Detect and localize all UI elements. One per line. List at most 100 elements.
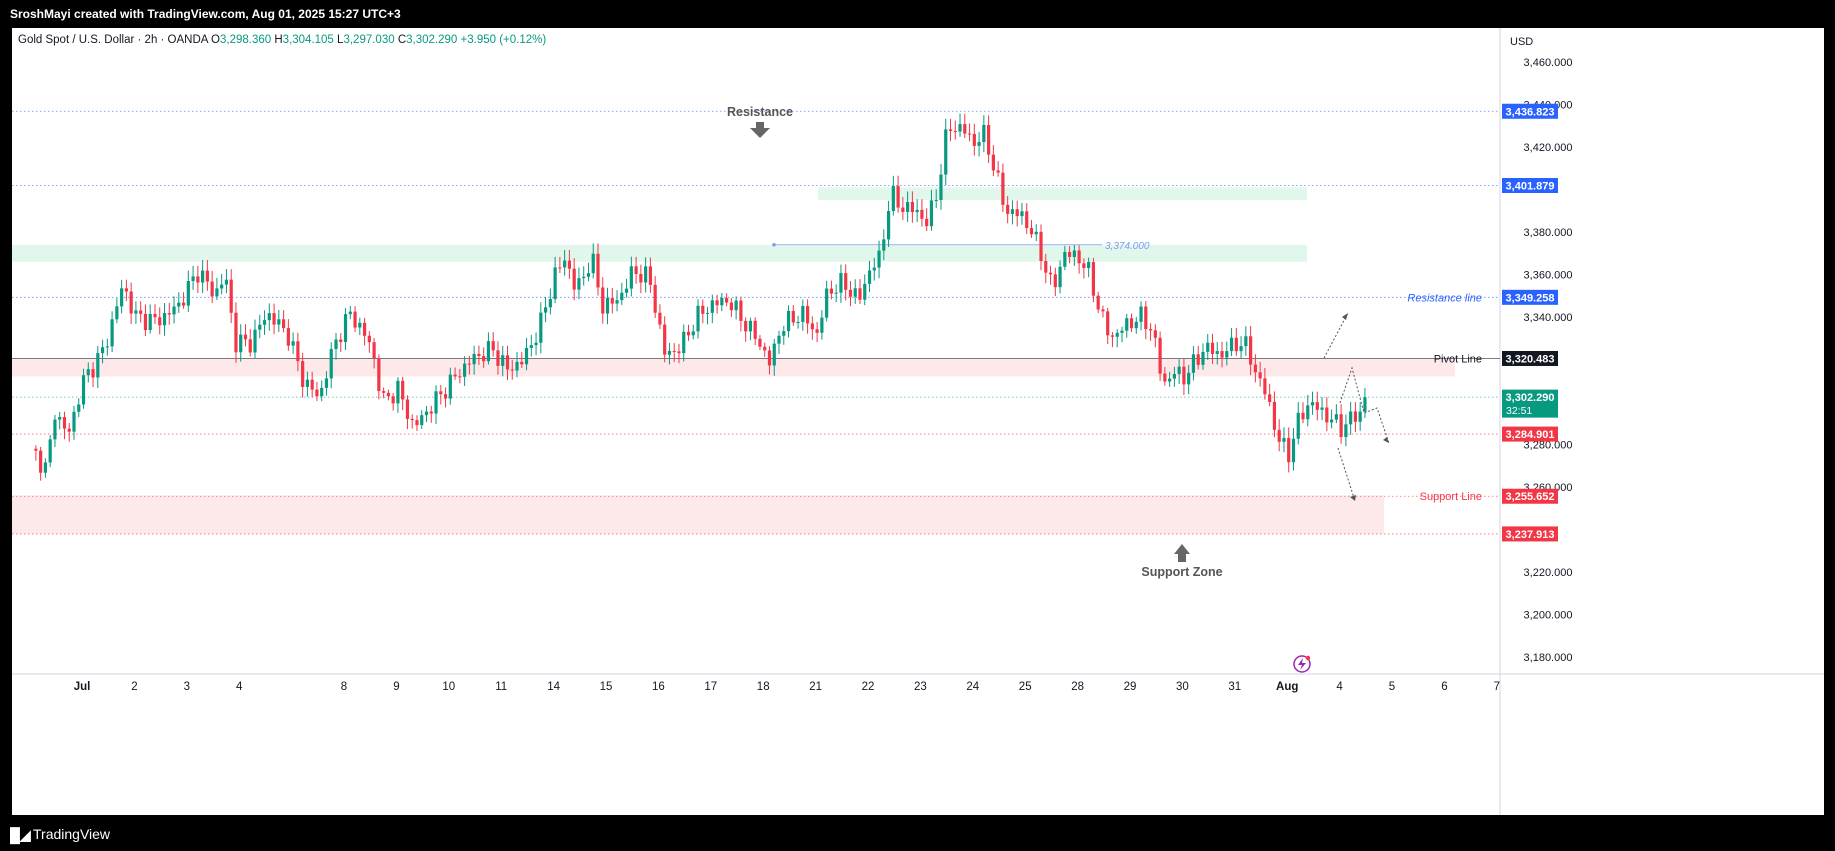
candle-body bbox=[963, 124, 967, 134]
candle-body bbox=[563, 260, 567, 268]
candle-body bbox=[377, 358, 381, 392]
candle-body bbox=[243, 334, 248, 340]
candle-body bbox=[729, 302, 733, 311]
candle-body bbox=[1320, 407, 1324, 410]
candle-body bbox=[586, 273, 591, 277]
candle-body bbox=[291, 341, 295, 346]
candle-body bbox=[910, 201, 914, 213]
candle-body bbox=[72, 411, 76, 432]
candle-body bbox=[348, 311, 352, 315]
candle-body bbox=[744, 320, 748, 332]
candle-body bbox=[901, 207, 905, 212]
candle-body bbox=[396, 380, 400, 404]
candle-body bbox=[181, 302, 186, 306]
candle-body bbox=[572, 268, 576, 290]
candle-body bbox=[1187, 372, 1191, 385]
candle-body bbox=[748, 320, 753, 332]
candle-body bbox=[891, 186, 895, 212]
candle-body bbox=[1129, 318, 1134, 329]
candle-body bbox=[1310, 402, 1315, 406]
candle-body bbox=[1249, 336, 1253, 365]
zone-red-3 bbox=[12, 495, 1384, 534]
candle-body bbox=[148, 313, 152, 331]
candle-body bbox=[1134, 321, 1138, 329]
candle-body bbox=[434, 391, 438, 414]
candle-body bbox=[529, 345, 533, 348]
candle-body bbox=[548, 299, 552, 308]
x-tick-label: 25 bbox=[1019, 681, 1032, 693]
candle-body bbox=[591, 253, 595, 274]
price-badge-1 bbox=[1502, 178, 1558, 194]
candle-body bbox=[1077, 250, 1081, 264]
candle-body bbox=[920, 209, 924, 219]
candle-body bbox=[1253, 364, 1257, 373]
candle-body bbox=[1115, 332, 1119, 337]
candle-body bbox=[877, 250, 881, 268]
zone-green-0 bbox=[12, 244, 1307, 262]
candle-body bbox=[1067, 251, 1072, 257]
projection-up-arrowhead bbox=[1342, 313, 1348, 320]
candle-body bbox=[791, 310, 795, 323]
candle-body bbox=[639, 273, 643, 283]
candle-body bbox=[362, 322, 367, 336]
candle-body bbox=[577, 278, 581, 290]
candle-body bbox=[472, 353, 476, 365]
candle-body bbox=[124, 288, 128, 292]
candle-body bbox=[96, 353, 100, 378]
x-tick-label: 7 bbox=[1494, 681, 1500, 693]
lightning-bolt-icon bbox=[1298, 658, 1306, 670]
candle-body bbox=[667, 350, 672, 355]
x-tick-label: 21 bbox=[809, 681, 822, 693]
chart-background bbox=[12, 28, 1824, 815]
candle-body bbox=[172, 306, 176, 315]
candle-body bbox=[501, 355, 505, 366]
candle-body bbox=[1110, 335, 1115, 337]
candle-body bbox=[1101, 309, 1105, 312]
candle-body bbox=[872, 267, 876, 271]
candle-body bbox=[448, 374, 452, 399]
candle-body bbox=[458, 376, 462, 378]
candle-body bbox=[896, 186, 900, 208]
candle-body bbox=[1258, 372, 1262, 379]
candle-body bbox=[710, 300, 714, 313]
candle-body bbox=[915, 209, 919, 213]
candle-body bbox=[205, 270, 209, 282]
candle-body bbox=[1120, 330, 1124, 333]
candle-body bbox=[1063, 251, 1067, 267]
candle-body bbox=[1210, 342, 1215, 354]
candle-body bbox=[129, 291, 133, 314]
candle-body bbox=[1168, 378, 1172, 382]
y-tick-label: 3,280.000 bbox=[1524, 440, 1573, 452]
candle-body bbox=[1106, 311, 1110, 336]
candle-body bbox=[1048, 272, 1053, 275]
y-tick-label: 3,420.000 bbox=[1524, 142, 1573, 154]
zone-red-2 bbox=[12, 358, 1455, 377]
candle-body bbox=[991, 154, 995, 171]
candle-body bbox=[858, 288, 862, 300]
candle-body bbox=[62, 417, 67, 429]
candle-body bbox=[539, 312, 543, 343]
price-chart[interactable]: 3,374.000 Resistance Support Zone Resistanc… bbox=[12, 28, 1824, 815]
lightning-dot-icon bbox=[1305, 655, 1311, 661]
candle-body bbox=[115, 306, 119, 320]
candle-body bbox=[1349, 411, 1353, 425]
resistance-arrow-icon bbox=[750, 122, 770, 138]
candle-body bbox=[1053, 274, 1057, 288]
candle-body bbox=[1301, 412, 1305, 420]
candle-body bbox=[424, 411, 429, 416]
lightning-icon[interactable] bbox=[1293, 655, 1311, 673]
candle-body bbox=[1034, 231, 1038, 235]
candle-body bbox=[1025, 211, 1029, 229]
candle-body bbox=[482, 356, 486, 362]
candle-body bbox=[48, 439, 52, 463]
projection-zigzag-arrowhead bbox=[1383, 437, 1389, 443]
y-tick-label: 3,180.000 bbox=[1524, 652, 1573, 664]
x-tick-label: 16 bbox=[652, 681, 665, 693]
candle-body bbox=[253, 329, 257, 353]
candle-body bbox=[220, 284, 224, 289]
projection-up-arrow bbox=[1323, 312, 1349, 359]
symbol-title: Gold Spot / U.S. Dollar · 2h · OANDA bbox=[18, 34, 208, 46]
chart-frame[interactable]: 3,374.000 Resistance Support Zone Resistanc… bbox=[12, 28, 1824, 815]
projection-down-arrowhead bbox=[1350, 495, 1356, 501]
brand-bar: █◢ TradingView bbox=[0, 816, 1835, 851]
